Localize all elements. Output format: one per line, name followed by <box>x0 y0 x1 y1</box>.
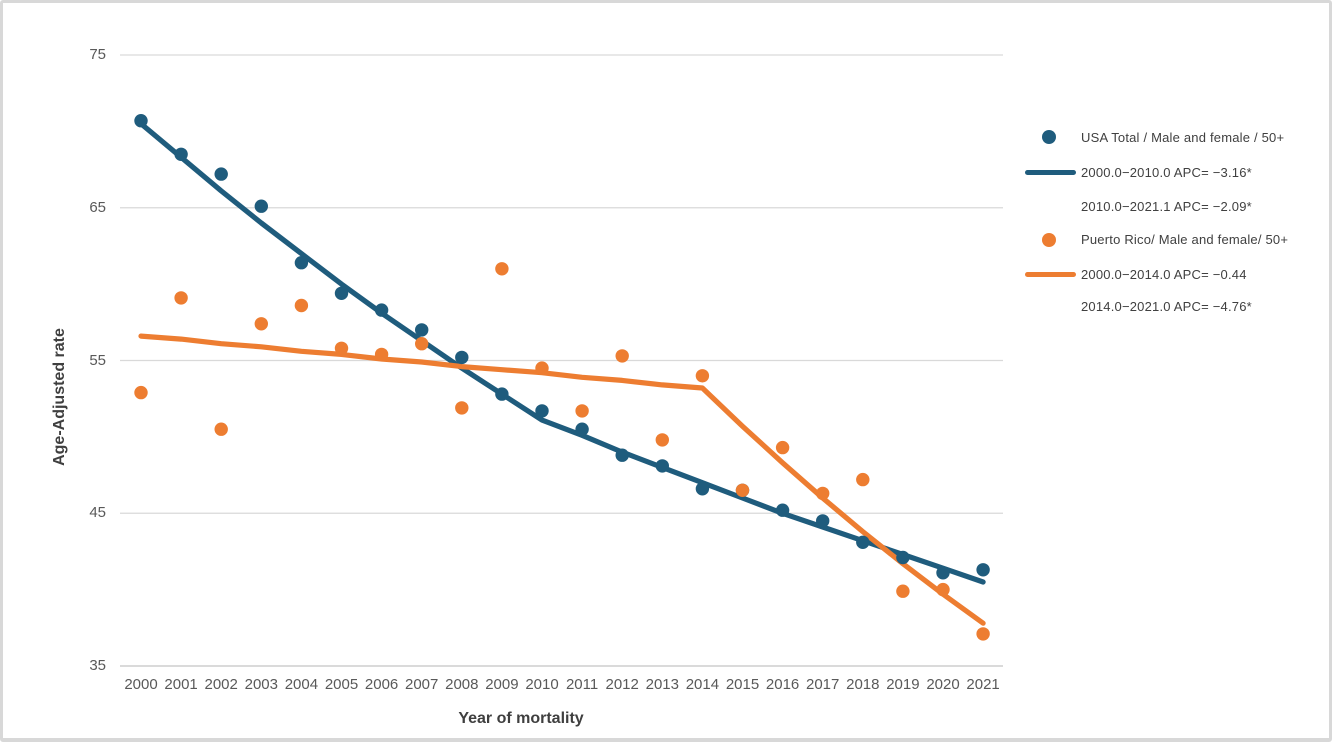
usa-data-point <box>575 422 589 436</box>
x-tick-label: 2002 <box>204 676 238 693</box>
puerto-rico-trend-line <box>138 333 986 626</box>
legend-item: USA Total / Male and female / 50+ <box>1025 128 1284 146</box>
legend-item: 2000.0−2010.0 APC= −3.16* <box>1025 163 1252 181</box>
legend-item-label: Puerto Rico/ Male and female/ 50+ <box>1081 232 1289 247</box>
x-tick-label: 2006 <box>364 676 399 693</box>
x-tick-label: 2016 <box>765 676 800 693</box>
puerto-rico-data-point <box>856 472 870 487</box>
puerto-rico-data-point <box>976 627 990 641</box>
puerto-rico-data-point <box>334 341 349 355</box>
plot-area <box>120 54 1003 667</box>
x-tick-label: 2004 <box>284 676 319 693</box>
usa-data-point <box>976 563 990 577</box>
x-tick-label: 2015 <box>725 676 760 693</box>
legend-marker <box>1025 265 1081 283</box>
usa-data-point <box>936 566 950 580</box>
usa-data-point <box>415 323 429 337</box>
y-tick-label: 65 <box>89 198 106 216</box>
x-tick-label: 2011 <box>565 676 599 693</box>
legend-item: 2014.0−2021.0 APC= −4.76* <box>1025 297 1252 315</box>
x-tick-label: 2007 <box>405 676 439 693</box>
usa-data-point <box>174 147 188 161</box>
x-tick-label: 2012 <box>605 676 639 693</box>
x-tick-label: 2009 <box>485 676 519 693</box>
x-tick-label: 2017 <box>806 676 840 693</box>
x-tick-label: 2013 <box>645 676 679 693</box>
puerto-rico-legend-dot-icon <box>1042 232 1056 247</box>
legend-marker-empty <box>1025 197 1081 215</box>
usa-data-point <box>334 286 349 300</box>
puerto-rico-data-point <box>936 582 950 597</box>
x-tick-label: 2005 <box>324 676 359 693</box>
puerto-rico-data-point <box>735 483 750 497</box>
legend-item: 2000.0−2014.0 APC= −0.44 <box>1025 265 1247 283</box>
puerto-rico-data-point <box>495 262 509 276</box>
legend-item-label: 2014.0−2021.0 APC= −4.76* <box>1081 298 1252 314</box>
usa-data-point <box>455 350 469 365</box>
usa-legend-line-icon <box>1025 169 1076 175</box>
x-axis-title: Year of mortality <box>458 710 584 727</box>
usa-data-point <box>816 514 830 528</box>
usa-legend-dot-icon <box>1042 130 1056 144</box>
puerto-rico-data-point <box>655 433 669 447</box>
usa-data-point <box>374 303 389 317</box>
legend-item-label: 2000.0−2014.0 APC= −0.44 <box>1081 266 1247 282</box>
legend-item-label: USA Total / Male and female / 50+ <box>1081 129 1285 145</box>
usa-trend-line <box>138 121 986 585</box>
legend-marker-empty <box>1025 297 1081 315</box>
legend-marker <box>1025 128 1081 146</box>
y-tick-label: 75 <box>89 46 106 63</box>
legend-item: Puerto Rico/ Male and female/ 50+ <box>1025 231 1288 249</box>
usa-data-point <box>134 114 148 128</box>
legend-item-label: 2000.0−2010.0 APC= −3.16* <box>1081 164 1252 180</box>
y-tick-label: 55 <box>89 351 106 369</box>
legend-marker <box>1025 231 1081 249</box>
x-tick-label: 2020 <box>926 676 960 693</box>
x-tick-label: 2014 <box>685 676 720 693</box>
x-tick-label: 2018 <box>846 676 880 693</box>
puerto-rico-data-point <box>535 361 549 375</box>
puerto-rico-data-point <box>455 401 469 415</box>
legend-item: 2010.0−2021.1 APC= −2.09* <box>1025 197 1252 215</box>
usa-data-point <box>896 550 910 565</box>
usa-data-point <box>856 535 870 549</box>
puerto-rico-data-point <box>294 298 309 313</box>
x-tick-label: 2008 <box>445 676 479 693</box>
usa-data-point <box>214 167 228 181</box>
usa-data-point <box>535 404 549 418</box>
usa-data-point <box>294 256 309 270</box>
puerto-rico-data-point <box>775 440 790 455</box>
usa-data-point <box>615 448 629 462</box>
y-axis-title: Age-Adjusted rate <box>51 328 68 466</box>
x-tick-label: 2000 <box>124 676 158 693</box>
puerto-rico-data-point <box>816 486 830 501</box>
x-tick-label: 2001 <box>164 676 198 693</box>
puerto-rico-data-point <box>174 291 188 305</box>
y-tick-label: 45 <box>89 504 106 522</box>
puerto-rico-data-point <box>415 337 429 351</box>
puerto-rico-data-point <box>896 584 910 598</box>
puerto-rico-data-point <box>374 347 389 362</box>
puerto-rico-data-point <box>575 404 589 418</box>
usa-data-point <box>775 503 790 517</box>
legend-item-label: 2010.0−2021.1 APC= −2.09* <box>1081 198 1252 214</box>
y-tick-label: 35 <box>89 657 106 674</box>
puerto-rico-data-point <box>615 349 629 363</box>
usa-data-point <box>655 459 669 473</box>
puerto-rico-data-point <box>254 317 268 331</box>
x-tick-label: 2019 <box>886 676 920 693</box>
puerto-rico-data-point <box>134 385 148 400</box>
usa-data-point <box>495 387 509 401</box>
x-tick-label: 2021 <box>966 676 1000 693</box>
puerto-rico-data-point <box>695 369 710 383</box>
x-tick-label: 2003 <box>244 676 278 693</box>
puerto-rico-data-point <box>214 422 228 436</box>
x-tick-label: 2010 <box>525 676 559 693</box>
usa-data-point <box>254 199 268 213</box>
usa-data-point <box>695 482 710 496</box>
puerto-rico-legend-line-icon <box>1025 271 1076 277</box>
legend-marker <box>1025 163 1081 181</box>
